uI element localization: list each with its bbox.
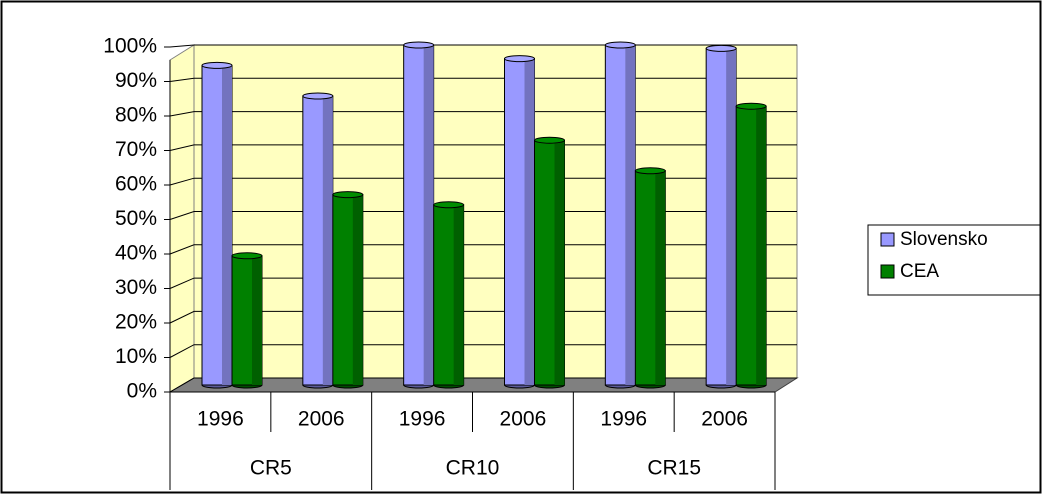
floor — [168, 377, 799, 393]
x-tick-label: 1996 — [600, 408, 647, 431]
y-tick-label: 60% — [115, 173, 157, 196]
bar-shade — [423, 45, 434, 385]
y-tick-label: 10% — [115, 345, 157, 368]
y-tick-label: 70% — [115, 138, 157, 161]
bar-cap — [403, 41, 435, 49]
group-label: CR10 — [446, 457, 500, 480]
bar-shade — [352, 194, 363, 385]
y-tick-label: 30% — [115, 276, 157, 299]
grid-line — [169, 244, 797, 255]
grid-line — [169, 211, 797, 220]
bar-cap — [332, 191, 364, 199]
bar-shade — [222, 65, 232, 386]
grid-line — [169, 144, 797, 151]
legend-swatch — [880, 264, 895, 279]
bar-cap — [433, 201, 465, 209]
bar-shade — [756, 106, 767, 385]
y-tick-label: 0% — [127, 380, 157, 403]
x-tick-label: 1996 — [399, 408, 446, 431]
x-tick-label: 2006 — [298, 408, 345, 431]
y-tick-label: 90% — [115, 69, 157, 92]
bar-cap — [705, 44, 737, 52]
bar-cap — [604, 41, 636, 49]
x-tick-label: 1996 — [197, 408, 244, 431]
group-label: CR5 — [250, 457, 292, 480]
grid-line — [169, 44, 797, 48]
bar-shade — [655, 170, 666, 385]
grid-line — [169, 277, 797, 289]
legend-label: CEA — [900, 261, 939, 282]
grid-line — [169, 310, 797, 324]
y-tick-label: 80% — [115, 104, 157, 127]
x-tick-label: 2006 — [500, 408, 547, 431]
grid-line — [169, 177, 797, 186]
bar-cap — [534, 136, 565, 144]
bar-cap — [634, 167, 666, 175]
grid-line — [169, 377, 797, 393]
grid-line — [169, 77, 797, 82]
bar-cap — [231, 252, 263, 260]
legend-label: Slovensko — [900, 229, 988, 250]
bar-shade — [252, 255, 262, 385]
grid-line — [169, 111, 797, 117]
bar-shade — [554, 140, 565, 385]
bar-cap — [201, 61, 233, 69]
bar-cap — [302, 92, 334, 100]
group-label: CR15 — [647, 457, 701, 480]
y-tick-label: 40% — [115, 242, 157, 265]
bar-cap — [504, 55, 535, 63]
x-tick-label: 2006 — [701, 408, 748, 431]
y-tick-label: 50% — [115, 207, 157, 230]
bar-shade — [322, 96, 333, 385]
bar-shade — [524, 58, 535, 385]
bar-shade — [625, 45, 636, 385]
bar-shade — [453, 204, 464, 385]
bar-shade — [726, 48, 737, 386]
y-tick-label: 20% — [115, 311, 157, 334]
legend-box — [867, 224, 1041, 296]
legend-swatch — [880, 232, 895, 247]
bar-cap — [735, 102, 767, 110]
grid-line — [169, 344, 797, 358]
legend: Slovensko CEA — [867, 224, 1041, 296]
y-tick-label: 100% — [103, 35, 157, 58]
